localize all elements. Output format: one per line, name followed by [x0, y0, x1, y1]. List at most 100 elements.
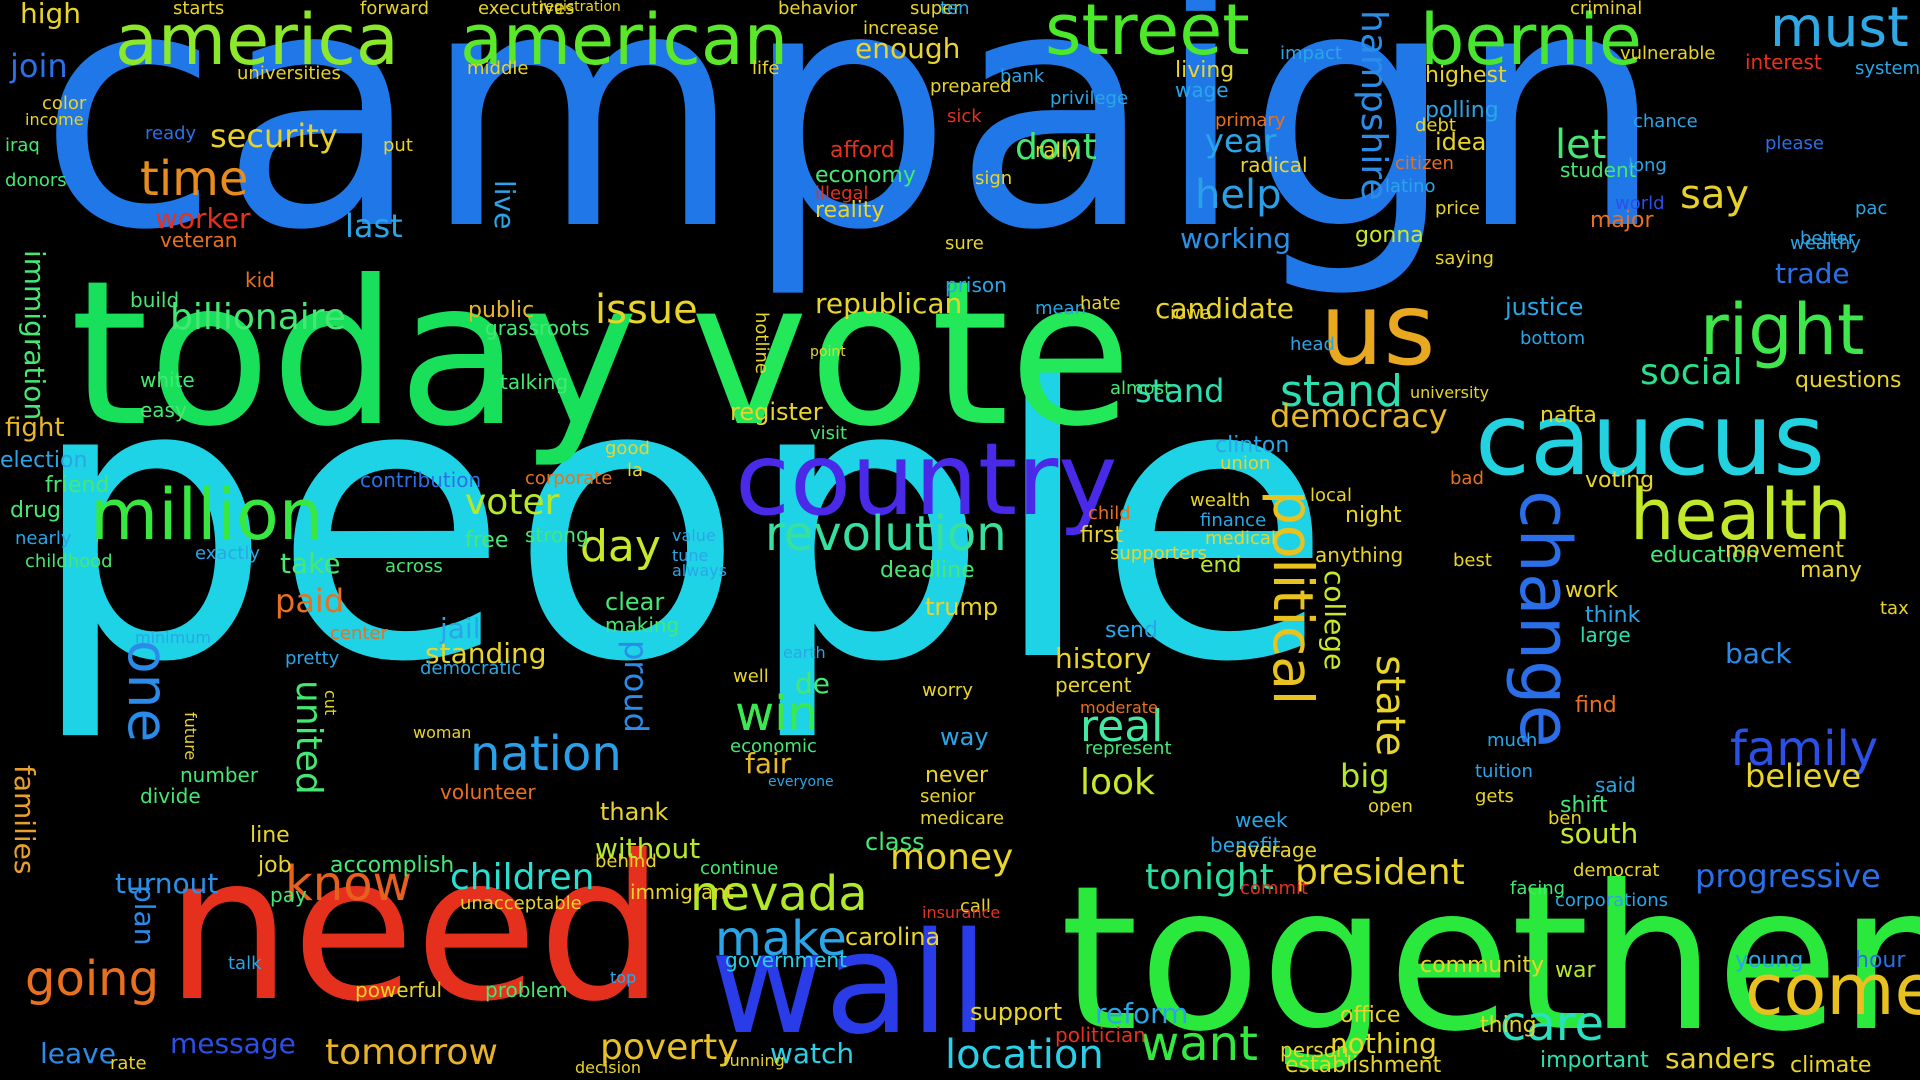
word: iraq — [5, 135, 40, 156]
word: sanders — [1665, 1042, 1776, 1075]
word: head — [1290, 334, 1335, 355]
word: money — [890, 837, 1014, 878]
word: first — [1080, 523, 1123, 548]
word: government — [725, 948, 847, 972]
word: political — [1261, 490, 1325, 706]
word: said — [1595, 773, 1636, 797]
word: number — [180, 763, 259, 787]
word: divide — [140, 784, 201, 808]
word: trump — [925, 593, 999, 621]
word: benefit — [1210, 833, 1281, 857]
word: visit — [810, 423, 848, 444]
word: history — [1055, 642, 1152, 675]
word: president — [1295, 852, 1465, 893]
word: find — [1575, 693, 1617, 718]
word: progressive — [1695, 857, 1881, 895]
word: need — [165, 813, 665, 1046]
word: standing — [425, 637, 547, 670]
word: center — [330, 623, 388, 644]
word: forward — [360, 0, 430, 19]
word: percent — [1055, 673, 1132, 697]
word: paid — [275, 582, 345, 620]
word: democrat — [1573, 860, 1660, 881]
word: billionaire — [170, 297, 346, 338]
word: easy — [140, 398, 187, 422]
word: sure — [945, 233, 984, 254]
word: local — [1310, 485, 1352, 506]
word: insurance — [922, 903, 1001, 922]
word: proud — [617, 640, 655, 733]
word: commit — [1240, 878, 1309, 899]
word: office — [1340, 1003, 1401, 1028]
word: latino — [1385, 176, 1436, 197]
word: reality — [815, 198, 885, 223]
word: register — [730, 398, 823, 426]
word: bottom — [1520, 328, 1586, 349]
word: anything — [1315, 543, 1404, 567]
word: shift — [1560, 793, 1608, 818]
word: debt — [1415, 115, 1456, 136]
word: tax — [1880, 598, 1909, 619]
word: saying — [1435, 248, 1494, 269]
word: trade — [1775, 257, 1850, 290]
word: medicare — [920, 808, 1005, 829]
word: clinton — [1215, 433, 1290, 458]
word: want — [1140, 1016, 1258, 1072]
word: long — [1628, 155, 1667, 176]
word: iowa — [1170, 303, 1212, 324]
word: increase — [863, 18, 939, 39]
word: life — [752, 58, 780, 79]
word: price — [1435, 198, 1480, 219]
word: justice — [1505, 293, 1584, 321]
word: sick — [947, 106, 982, 127]
word: wage — [1175, 78, 1229, 102]
word: clear — [605, 588, 665, 616]
word: accomplish — [330, 853, 455, 878]
word: de — [795, 667, 830, 700]
word: kid — [245, 268, 275, 292]
word: location — [945, 1032, 1104, 1078]
word: voter — [465, 482, 560, 523]
word: million — [90, 474, 324, 556]
word: put — [383, 135, 413, 156]
word: union — [1220, 453, 1271, 474]
word: young — [1735, 948, 1804, 973]
word: worry — [922, 680, 973, 701]
word: registration — [540, 0, 621, 15]
word: interest — [1745, 50, 1822, 74]
word: childhood — [25, 551, 113, 572]
word: nothing — [1330, 1027, 1437, 1060]
word: la — [627, 460, 644, 481]
word: highest — [1425, 63, 1507, 88]
word: enough — [855, 32, 961, 65]
word: worker — [155, 202, 251, 235]
word: good — [605, 438, 650, 459]
word: polling — [1425, 98, 1499, 123]
word: dont — [1015, 127, 1097, 168]
word: criminal — [1570, 0, 1643, 19]
word: change — [1504, 490, 1586, 748]
word: job — [258, 853, 292, 878]
word: earth — [783, 643, 826, 662]
word: pay — [270, 883, 307, 907]
word: rate — [110, 1053, 147, 1074]
word: grassroots — [485, 316, 590, 340]
word: chance — [1633, 111, 1698, 132]
word: american — [460, 0, 789, 81]
word: stand — [1135, 372, 1225, 410]
word: say — [1680, 172, 1750, 218]
word: leave — [40, 1037, 116, 1070]
word: week — [1235, 808, 1288, 832]
word: student — [1560, 158, 1637, 182]
word: big — [1340, 757, 1390, 795]
word: election — [0, 448, 88, 473]
word: republican — [815, 287, 963, 320]
word: come — [1745, 949, 1920, 1031]
word: citizen — [1395, 153, 1454, 174]
word: best — [1453, 550, 1492, 571]
word: hate — [1080, 293, 1121, 314]
word: living — [1175, 58, 1235, 83]
word: turnout — [115, 867, 219, 900]
word: south — [1560, 817, 1639, 850]
word: live — [488, 180, 521, 230]
